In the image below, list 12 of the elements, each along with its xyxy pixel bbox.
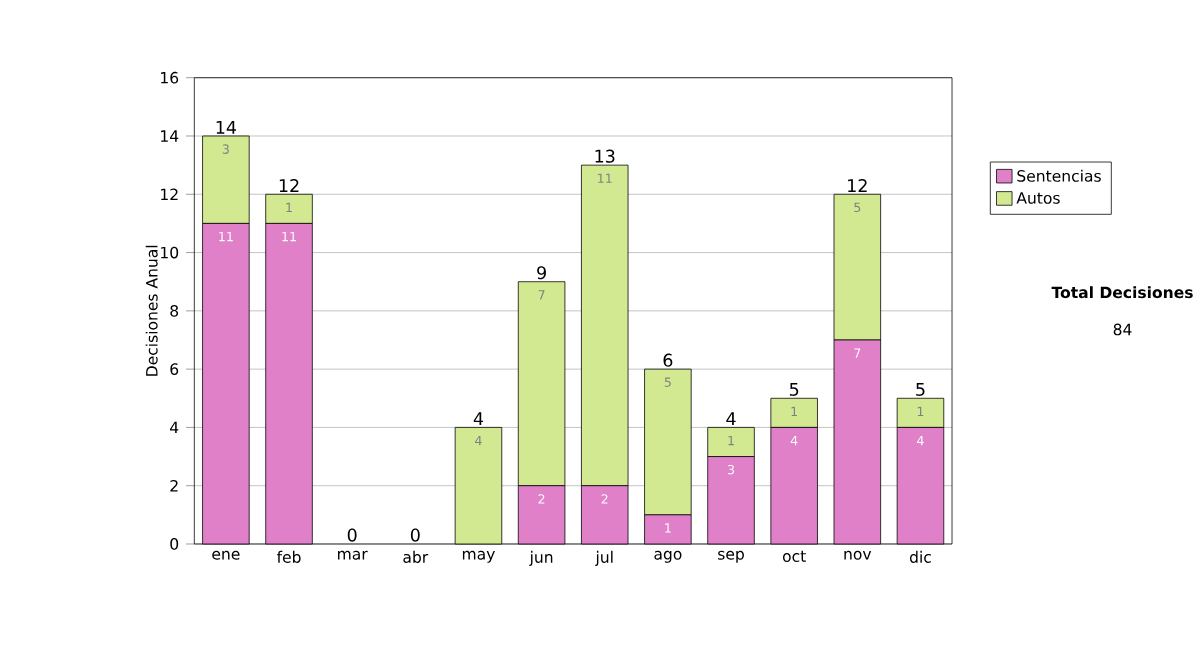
total-label: 0 (347, 528, 357, 542)
total-label: 13 (595, 149, 615, 163)
total-label: 6 (663, 353, 673, 367)
total-label: 4 (473, 412, 484, 425)
total-label: 5 (916, 382, 925, 396)
total-label: 5 (789, 382, 799, 396)
total-label: 9 (537, 265, 546, 280)
total-label: 12 (279, 178, 299, 192)
total-label: 4 (726, 412, 736, 425)
total-label: 14 (216, 120, 237, 134)
total-label: 12 (848, 178, 867, 192)
total-label: 0 (410, 528, 420, 542)
